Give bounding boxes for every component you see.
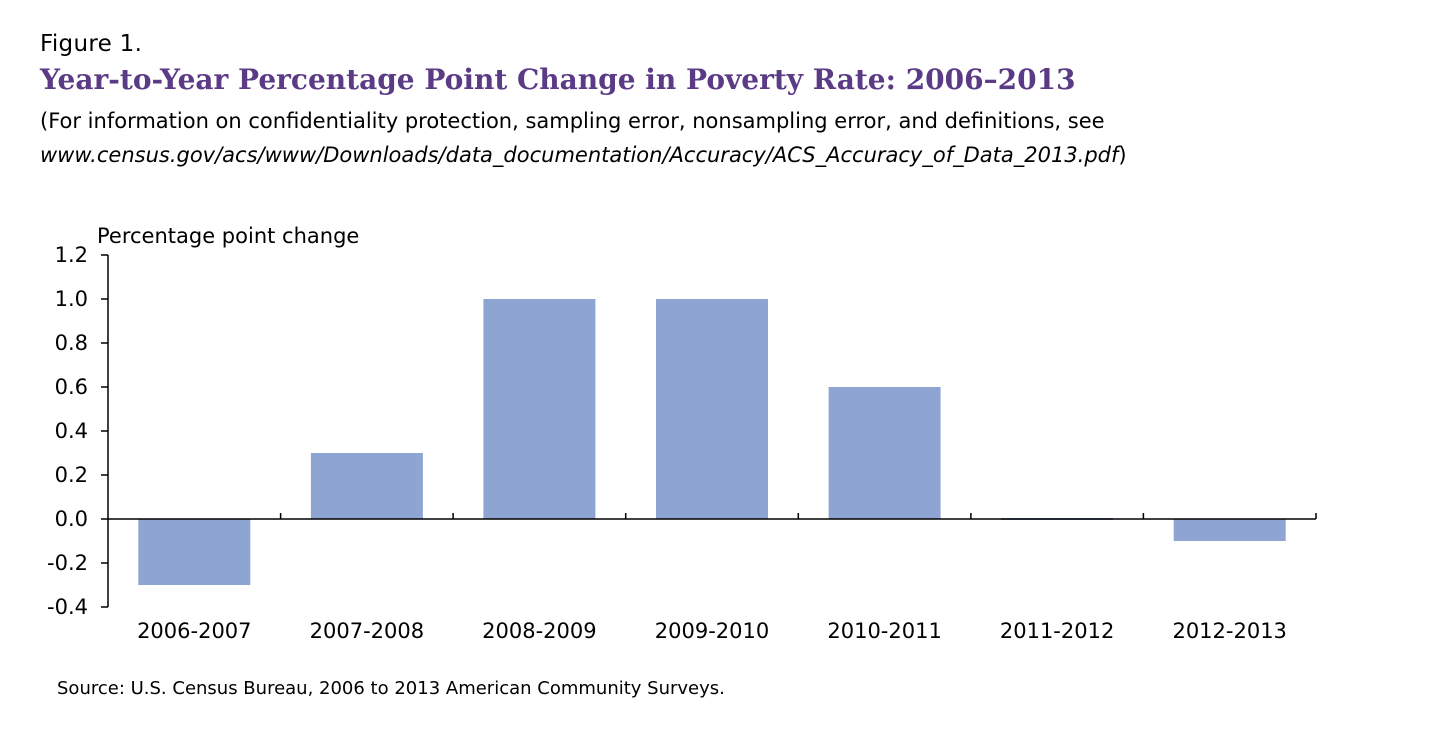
x-category-label: 2012-2013 — [1172, 619, 1286, 643]
y-tick-label: 0.2 — [55, 463, 88, 487]
x-category-label: 2006-2007 — [137, 619, 251, 643]
x-labels-group: 2006-2007 2007-2008 2008-2009 2009-2010 2010… — [137, 619, 1287, 643]
chart-title: Year-to-Year Percentage Point Change in … — [40, 63, 1076, 96]
bar-2012-2013 — [1173, 519, 1286, 541]
bar-2008-2009 — [483, 299, 596, 519]
x-category-label: 2010-2011 — [827, 619, 941, 643]
y-tick-label: 0.8 — [55, 331, 88, 355]
bar-2010-2011 — [828, 387, 941, 519]
chart-note: (For information on confidentiality prot… — [40, 104, 1127, 172]
bars-group — [138, 299, 1286, 585]
y-tick-label: 0.0 — [55, 507, 88, 531]
y-tick-label: -0.2 — [47, 551, 88, 575]
y-tick-label: 0.4 — [55, 419, 88, 443]
bar-2007-2008 — [310, 453, 423, 519]
y-tick-label: -0.4 — [47, 595, 88, 619]
accuracy-doc-link[interactable]: www.census.gov/acs/www/Downloads/data_do… — [40, 143, 1119, 167]
bar-2006-2007 — [138, 519, 251, 585]
source-note: Source: U.S. Census Bureau, 2006 to 2013… — [57, 678, 725, 699]
x-category-label: 2007-2008 — [310, 619, 424, 643]
y-ticks-group: 1.2 1.0 0.8 0.6 0.4 0.2 0.0 -0.2 -0.4 — [47, 243, 108, 619]
note-line-1: (For information on confidentiality prot… — [40, 109, 1105, 133]
x-category-label: 2009-2010 — [655, 619, 769, 643]
note-line-2: www.census.gov/acs/www/Downloads/data_do… — [40, 138, 1127, 172]
y-tick-label: 1.2 — [55, 243, 88, 267]
figure-label: Figure 1. — [40, 31, 143, 57]
y-tick-label: 0.6 — [55, 375, 88, 399]
bar-2009-2010 — [656, 299, 768, 519]
y-tick-label: 1.0 — [55, 287, 88, 311]
x-category-label: 2011-2012 — [1000, 619, 1114, 643]
y-axis-title: Percentage point change — [97, 224, 360, 248]
note-close-paren: ) — [1118, 143, 1127, 167]
x-category-label: 2008-2009 — [482, 619, 596, 643]
